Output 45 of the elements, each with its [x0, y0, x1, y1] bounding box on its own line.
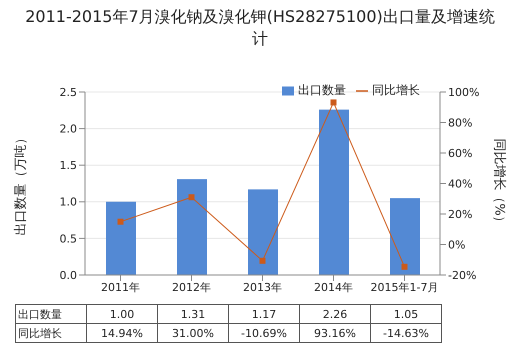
bar [177, 179, 207, 275]
x-tick-label: 2013年 [243, 280, 282, 294]
point [260, 258, 266, 264]
data-label: 1.05 [370, 304, 442, 324]
bar [319, 110, 349, 275]
bar [390, 198, 420, 275]
data-label: 1.31 [158, 304, 228, 324]
data-label: 1.00 [86, 304, 158, 324]
y2-axis-title: 同比增长（%） [491, 138, 506, 229]
point [402, 264, 408, 270]
data-label: -14.63% [370, 324, 442, 342]
text: 出口数量 [18, 308, 62, 320]
y-tick-label: 2.0 [60, 122, 77, 136]
y-tick-label: 1.5 [60, 159, 77, 172]
point [188, 194, 194, 200]
data-label: 1.17 [228, 304, 300, 324]
y2-tick-label: 0% [448, 238, 466, 252]
point [330, 99, 336, 106]
x-tick-label: 2014年 [314, 280, 353, 294]
bar [248, 189, 278, 275]
y-tick-label: 2.5 [60, 86, 77, 99]
x-tick-label: 2011年 [101, 280, 140, 294]
y2-tick-label: 60% [448, 146, 472, 160]
legend-label: 同比增长 [372, 83, 420, 97]
text: 同比增长 [18, 326, 62, 340]
y-tick-label: 0.5 [60, 232, 77, 246]
chart-title: 2011-2015年7月溴化钠及溴化钾(HS28275100)出口量及增速统计 [24, 6, 496, 50]
y2-tick-label: 100% [448, 86, 480, 99]
point [118, 218, 124, 225]
data-label: 2.26 [300, 304, 370, 324]
y-axis-title: 出口数量（万吨） [14, 132, 29, 236]
x-tick-label: 2012年 [172, 280, 211, 294]
x-tick-label: 2015年1-7月 [370, 280, 438, 294]
data-label: -10.69% [228, 324, 300, 342]
y2-tick-label: 40% [448, 177, 472, 190]
y2-tick-label: 80% [448, 116, 472, 130]
data-label: 31.00% [158, 324, 228, 342]
data-label: 14.94% [86, 324, 158, 342]
bar [106, 202, 136, 275]
y2-tick-label: -20% [448, 268, 476, 282]
y2-tick-label: 20% [448, 208, 472, 221]
y-tick-label: 0.0 [60, 268, 77, 282]
y-tick-label: 1.0 [60, 196, 77, 209]
legend-label: 出口数量 [298, 83, 346, 97]
data-label: 93.16% [300, 324, 370, 342]
